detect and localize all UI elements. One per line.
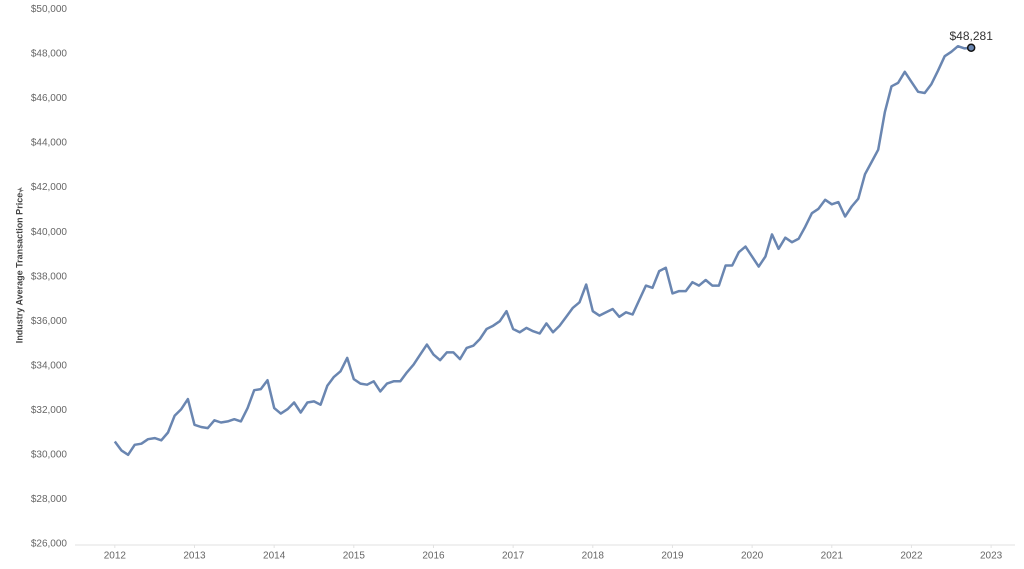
y-tick-label: $40,000	[31, 227, 68, 238]
x-tick-label: 2018	[582, 551, 605, 562]
y-tick-label: $38,000	[31, 271, 68, 282]
y-tick-label: $28,000	[31, 494, 68, 505]
y-tick-label: $46,000	[31, 93, 68, 104]
y-tick-label: $32,000	[31, 405, 68, 416]
value-label: $48,281	[949, 29, 993, 43]
y-tick-label: $50,000	[31, 4, 68, 15]
x-tick-label: 2023	[980, 551, 1003, 562]
y-tick-label: $48,000	[31, 49, 68, 60]
end-point	[966, 43, 976, 52]
x-tick-label: 2020	[741, 551, 764, 562]
x-tick-label: 2021	[821, 551, 844, 562]
y-tick-label: $36,000	[31, 316, 68, 327]
y-axis-title: Industry Average Transaction Price	[14, 193, 24, 343]
y-tick-label: $44,000	[31, 138, 68, 149]
x-tick-label: 2012	[104, 551, 127, 562]
y-tick-label: $30,000	[31, 449, 68, 460]
y-tick-label: $42,000	[31, 182, 68, 193]
pin-icon	[17, 187, 24, 193]
line	[113, 44, 972, 457]
x-tick-label: 2019	[661, 551, 684, 562]
x-tick-label: 2013	[183, 551, 206, 562]
x-tick-label: 2016	[422, 551, 445, 562]
x-tick-label: 2015	[343, 551, 366, 562]
y-tick-label: $26,000	[31, 539, 68, 550]
x-tick-label: 2022	[900, 551, 923, 562]
y-tick-label: $34,000	[31, 360, 68, 371]
x-tick-label: 2014	[263, 551, 286, 562]
x-tick-label: 2017	[502, 551, 525, 562]
